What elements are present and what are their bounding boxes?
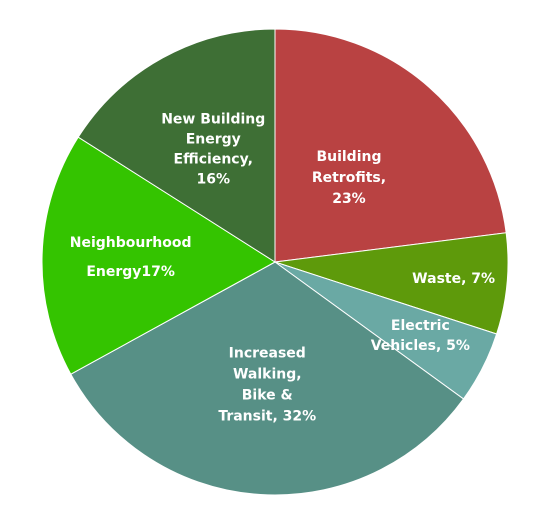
pie-label-line: Waste, 7% (412, 271, 495, 287)
pie-label-line: Neighbourhood (70, 235, 192, 251)
pie-label-line: Efficiency, (174, 152, 253, 168)
pie-labels: Building Retrofits, 23% Waste, 7% Electric Ve… (70, 112, 495, 425)
pie-label-line: Transit, 32% (218, 409, 316, 425)
pie-label-new-building-energy-efficiency: New Building Energy Efficiency, 16% (161, 112, 265, 188)
pie-slice-neighbourhood-energy (41, 136, 276, 375)
pie-label-line: Vehicles, 5% (371, 338, 470, 354)
pie-label-line: Increased (229, 346, 306, 362)
pie-label-waste: Waste, 7% (412, 271, 495, 287)
pie-label-increased-walking-bike-transit: Increased Walking, Bike & Transit, 32% (218, 346, 316, 425)
pie-label-line: Energy (186, 132, 241, 148)
pie-label-neighbourhood-energy: Neighbourhood Energy17% (70, 235, 192, 280)
pie-label-line: Building (316, 149, 381, 165)
pie-label-line: Energy17% (86, 264, 175, 280)
pie-slice-increased-walking-bike-transit (70, 261, 465, 496)
pie-label-line: Walking, (233, 367, 302, 383)
pie-label-line: 23% (332, 191, 366, 207)
pie-label-line: New Building (161, 112, 265, 128)
pie-label-building-retrofits: Building Retrofits, 23% (312, 149, 386, 207)
pie-label-line: Retrofits, (312, 170, 386, 186)
pie-label-line: Electric (391, 318, 450, 334)
pie-label-line: Bike & (242, 388, 293, 404)
pie-label-electric-vehicles: Electric Vehicles, 5% (371, 318, 470, 354)
pie-slice-waste (274, 232, 509, 335)
pie-slice-building-retrofits (274, 28, 507, 263)
pie-slices (41, 28, 509, 496)
pie-slice-new-building-energy-efficiency (77, 28, 276, 263)
pie-label-line: 16% (197, 172, 231, 188)
